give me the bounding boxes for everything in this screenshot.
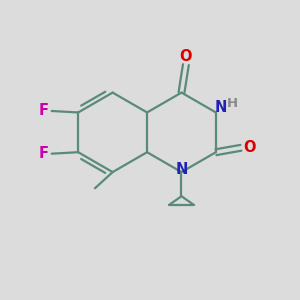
- Text: F: F: [38, 146, 49, 161]
- Text: O: O: [180, 49, 192, 64]
- Text: N: N: [175, 162, 188, 177]
- Text: O: O: [244, 140, 256, 155]
- Text: H: H: [226, 97, 238, 110]
- Text: F: F: [38, 103, 49, 118]
- Text: N: N: [215, 100, 227, 115]
